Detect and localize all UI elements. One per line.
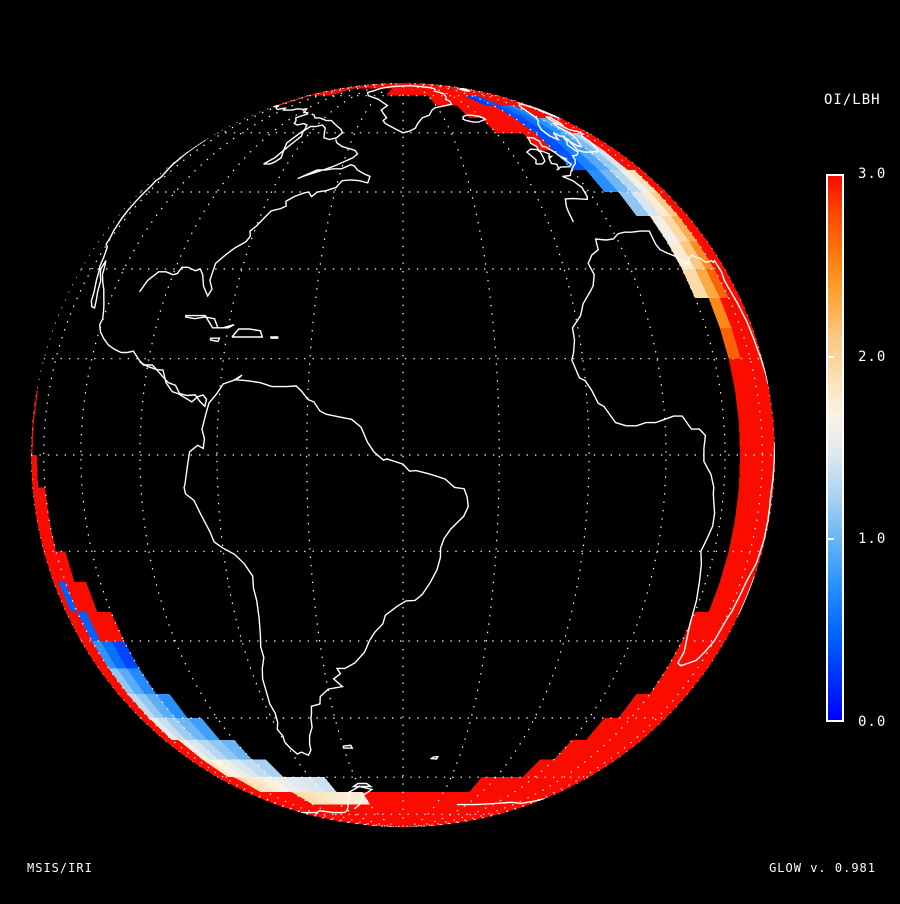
graticule-grid — [31, 83, 775, 827]
colorbar-tick-mark — [828, 538, 834, 541]
emission-raster — [31, 83, 775, 827]
colorbar-tick-label: 3.0 — [858, 166, 887, 182]
colorbar-tick-label: 0.0 — [858, 714, 887, 730]
colorbar-tick-mark — [828, 355, 834, 358]
plot-background — [0, 0, 820, 900]
colorbar-tick-label: 2.0 — [858, 348, 887, 365]
globe-svg — [0, 0, 820, 900]
footer-model-label: MSIS/IRI — [27, 861, 93, 875]
footer-version-label: GLOW v. 0.981 — [769, 861, 876, 875]
colorbar-title: OI/LBH — [824, 92, 881, 108]
colorbar-tick-label: 1.0 — [858, 531, 887, 548]
colorbar-gradient — [826, 174, 844, 722]
coastline-layer — [90, 85, 775, 814]
globe-plot — [0, 0, 820, 900]
colorbar: 3.0 2.0 1.0 0.0 — [826, 166, 885, 730]
